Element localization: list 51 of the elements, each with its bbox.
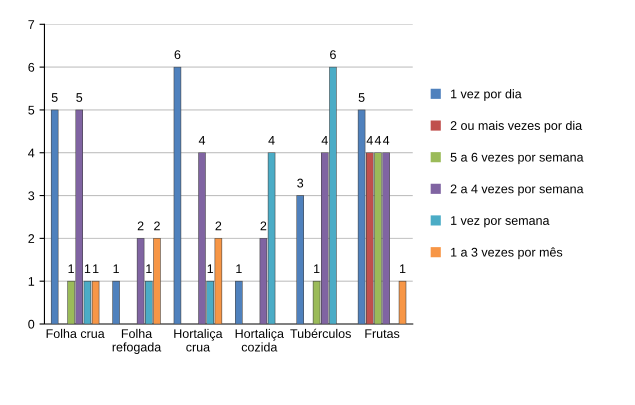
bar xyxy=(174,66,182,324)
x-tick-label: Hortaliça cozida xyxy=(236,328,284,352)
legend-label: 1 vez por semana xyxy=(451,216,550,228)
data-label: 5 xyxy=(358,93,365,102)
data-label: 2 xyxy=(154,221,160,230)
y-tick-label: 1 xyxy=(28,277,34,286)
data-label: 1 xyxy=(400,264,406,274)
x-tick-label: Folha refogada xyxy=(112,328,162,354)
legend-label: 1 vez por dia xyxy=(451,89,522,101)
data-label: 4 xyxy=(382,136,390,145)
data-label: 5 xyxy=(52,93,58,102)
data-label: 6 xyxy=(330,50,336,60)
bar xyxy=(112,280,120,324)
x-tick-label: Folha crua xyxy=(46,328,105,338)
data-label: 1 xyxy=(314,264,320,274)
data-label: 4 xyxy=(374,136,382,145)
data-label: 2 xyxy=(216,221,222,230)
data-label: 1 xyxy=(84,264,90,274)
y-tick-label: 3 xyxy=(28,191,34,200)
y-tick-label: 4 xyxy=(28,148,34,158)
data-label: 3 xyxy=(297,178,304,188)
data-label: 5 xyxy=(76,93,82,102)
x-tick-label: Hortaliça crua xyxy=(174,328,223,352)
data-label: 2 xyxy=(260,221,266,230)
legend-label: 1 a 3 vezes por mês xyxy=(451,247,562,260)
bar xyxy=(296,195,304,324)
data-label: 4 xyxy=(322,136,328,145)
data-label: 1 xyxy=(146,264,152,274)
y-tick-label: 7 xyxy=(28,20,34,29)
data-label: 1 xyxy=(114,264,119,274)
bar xyxy=(50,110,58,324)
y-tick-label: 6 xyxy=(28,62,34,72)
y-tick-label: 2 xyxy=(28,234,34,243)
legend-label: 5 a 6 vezes por semana xyxy=(450,152,584,164)
legend-label: 2 a 4 vezes por semana xyxy=(450,184,584,196)
y-tick-label: 5 xyxy=(28,106,34,115)
data-label: 4 xyxy=(268,136,275,145)
data-label: 1 xyxy=(208,264,214,274)
data-label: 4 xyxy=(198,136,206,145)
data-label: 1 xyxy=(236,264,242,274)
x-tick-label: Frutas xyxy=(365,329,400,338)
bar xyxy=(235,280,243,324)
bar xyxy=(398,280,406,324)
data-label: 1 xyxy=(93,264,98,274)
y-tick-label: 0 xyxy=(28,320,34,329)
data-label: 6 xyxy=(174,50,180,60)
x-tick-label: Tubérculos xyxy=(290,328,351,338)
legend-label: 2 ou mais vezes por dia xyxy=(450,120,582,132)
data-label: 1 xyxy=(68,264,74,274)
data-label: 4 xyxy=(366,136,373,145)
data-label: 2 xyxy=(138,221,144,230)
